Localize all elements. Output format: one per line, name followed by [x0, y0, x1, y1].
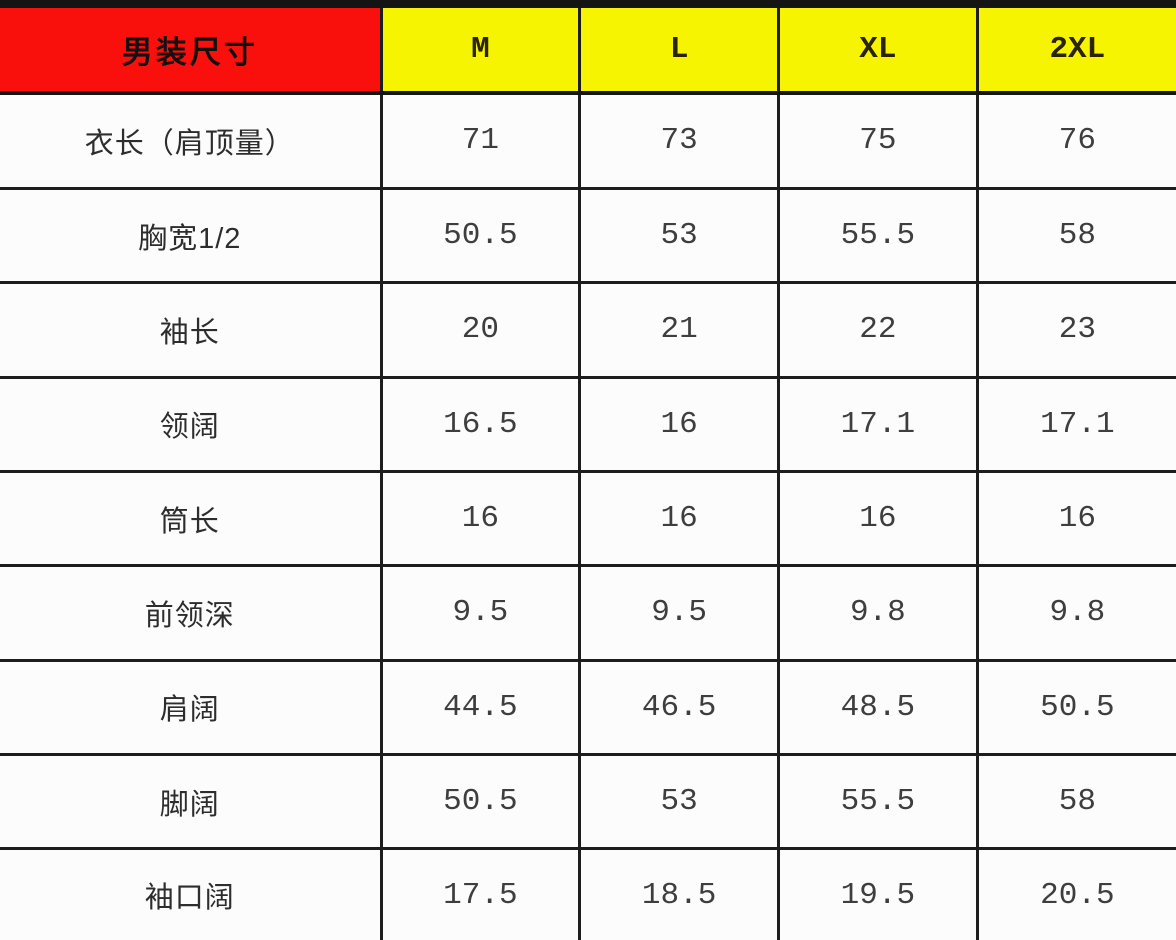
row-label: 前领深 — [0, 564, 383, 662]
cell-value: 55.5 — [776, 752, 979, 851]
cell-value: 58 — [975, 752, 1176, 851]
cell-value: 9.5 — [578, 564, 780, 662]
table-title-cell: 男装尺寸 — [0, 2, 383, 95]
cell-value: 9.8 — [975, 564, 1176, 662]
cell-value: 53 — [578, 186, 780, 285]
cell-value: 50.5 — [379, 186, 582, 285]
row-label: 胸宽1/2 — [0, 186, 383, 285]
table-row: 领阔 16.5 16 17.1 17.1 — [0, 375, 1176, 473]
header-row: 男装尺寸 M L XL 2XL — [0, 2, 1176, 95]
table-row: 脚阔 50.5 53 55.5 58 — [0, 752, 1176, 851]
header-size-l: L — [578, 2, 780, 95]
cell-value: 46.5 — [578, 658, 780, 756]
table-row: 肩阔 44.5 46.5 48.5 50.5 — [0, 658, 1176, 756]
cell-value: 18.5 — [578, 847, 780, 940]
header-size-m: M — [379, 2, 582, 95]
cell-value: 55.5 — [776, 186, 979, 285]
table-row: 前领深 9.5 9.5 9.8 9.8 — [0, 564, 1176, 662]
cell-value: 23 — [975, 281, 1176, 379]
cell-value: 22 — [776, 281, 979, 379]
table-row: 袖口阔 17.5 18.5 19.5 20.5 — [0, 847, 1176, 940]
cell-value: 17.1 — [776, 375, 979, 473]
row-label: 袖口阔 — [0, 847, 383, 940]
header-size-2xl: 2XL — [975, 2, 1176, 95]
cell-value: 71 — [379, 91, 582, 190]
cell-value: 76 — [975, 91, 1176, 190]
header-size-xl: XL — [776, 2, 979, 95]
table-row: 衣长（肩顶量） 71 73 75 76 — [0, 91, 1176, 190]
cell-value: 16 — [776, 469, 979, 568]
cell-value: 17.5 — [379, 847, 582, 940]
cell-value: 21 — [578, 281, 780, 379]
row-label: 袖长 — [0, 281, 383, 379]
cell-value: 50.5 — [379, 752, 582, 851]
cell-value: 20.5 — [975, 847, 1176, 940]
cell-value: 9.8 — [776, 564, 979, 662]
cell-value: 44.5 — [379, 658, 582, 756]
cell-value: 20 — [379, 281, 582, 379]
cell-value: 9.5 — [379, 564, 582, 662]
row-label: 筒长 — [0, 469, 383, 568]
cell-value: 58 — [975, 186, 1176, 285]
cell-value: 48.5 — [776, 658, 979, 756]
cell-value: 16 — [975, 469, 1176, 568]
table-row: 胸宽1/2 50.5 53 55.5 58 — [0, 186, 1176, 285]
cell-value: 16.5 — [379, 375, 582, 473]
cell-value: 17.1 — [975, 375, 1176, 473]
cell-value: 75 — [776, 91, 979, 190]
cell-value: 50.5 — [975, 658, 1176, 756]
cell-value: 73 — [578, 91, 780, 190]
row-label: 领阔 — [0, 375, 383, 473]
cell-value: 53 — [578, 752, 780, 851]
row-label: 衣长（肩顶量） — [0, 91, 383, 190]
row-label: 肩阔 — [0, 658, 383, 756]
table-row: 袖长 20 21 22 23 — [0, 281, 1176, 379]
row-label: 脚阔 — [0, 752, 383, 851]
cell-value: 19.5 — [776, 847, 979, 940]
table-row: 筒长 16 16 16 16 — [0, 469, 1176, 568]
cell-value: 16 — [578, 375, 780, 473]
cell-value: 16 — [578, 469, 780, 568]
cell-value: 16 — [379, 469, 582, 568]
